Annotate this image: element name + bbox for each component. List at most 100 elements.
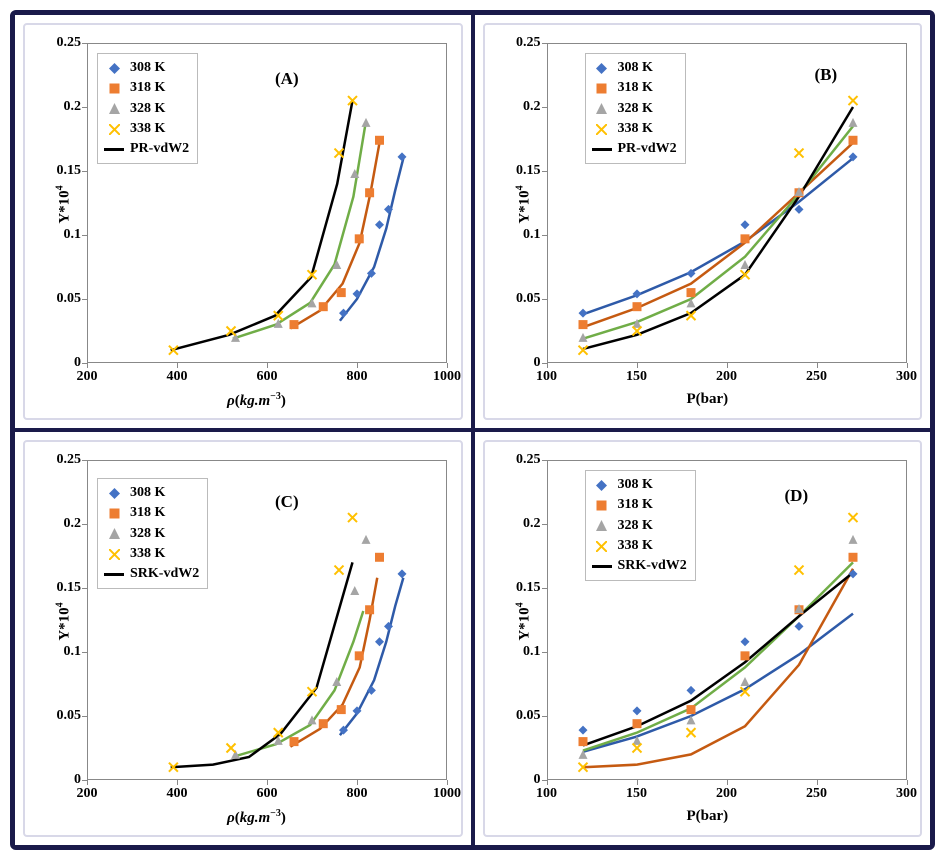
- data-point-318: [290, 320, 299, 329]
- data-point-318: [740, 651, 749, 660]
- panel-letter: (C): [275, 492, 299, 512]
- y-axis-label: Y*104: [514, 602, 533, 640]
- data-point-318: [632, 302, 641, 311]
- y-tick-label: 0.05: [516, 291, 541, 307]
- triangle-icon: [592, 519, 612, 533]
- triangle-icon: [104, 527, 124, 541]
- x-tick-label: 600: [257, 369, 278, 385]
- legend-item: 338 K: [104, 119, 189, 139]
- y-tick-label: 0.2: [64, 99, 82, 115]
- legend-label: 328 K: [130, 524, 165, 544]
- data-point-318: [375, 136, 384, 145]
- legend-item: 328 K: [592, 516, 687, 536]
- data-point-318: [848, 553, 857, 562]
- data-point-328: [362, 535, 371, 544]
- x-icon: [104, 547, 124, 561]
- y-tick-label: 0.1: [523, 227, 541, 243]
- x-tick-label: 200: [716, 786, 737, 802]
- x-axis-label: P(bar): [687, 808, 729, 825]
- x-tick-label: 100: [536, 369, 557, 385]
- x-tick-label: 200: [716, 369, 737, 385]
- data-point-308: [578, 309, 587, 318]
- legend-label: SRK-vdW2: [618, 556, 687, 576]
- diamond-icon: [104, 61, 124, 75]
- legend: 308 K318 K328 K338 KSRK-vdW2: [585, 470, 696, 581]
- legend-item: SRK-vdW2: [592, 556, 687, 576]
- data-point-318: [686, 705, 695, 714]
- legend-label: PR-vdW2: [618, 139, 677, 159]
- y-tick-label: 0.2: [523, 516, 541, 532]
- model-line-338: [583, 573, 853, 746]
- data-point-308: [740, 637, 749, 646]
- model-line-328: [233, 611, 363, 757]
- legend-item: 308 K: [592, 58, 677, 78]
- data-point-318: [578, 320, 587, 329]
- square-icon: [104, 506, 124, 520]
- legend-item: PR-vdW2: [592, 139, 677, 159]
- y-tick-label: 0.05: [57, 708, 82, 724]
- data-point-318: [319, 719, 328, 728]
- data-point-318: [355, 651, 364, 660]
- x-tick-label: 400: [167, 786, 188, 802]
- legend-item: 308 K: [104, 58, 189, 78]
- data-point-318: [578, 737, 587, 746]
- panel-C: 00.050.10.150.20.252004006008001000Y*104…: [13, 430, 473, 847]
- data-point-328: [362, 118, 371, 127]
- y-tick-label: 0.15: [516, 163, 541, 179]
- y-tick-label: 0.15: [57, 580, 82, 596]
- data-point-328: [848, 118, 857, 127]
- legend-label: PR-vdW2: [130, 139, 189, 159]
- square-icon: [592, 81, 612, 95]
- x-axis-label: P(bar): [687, 391, 729, 408]
- legend-label: 328 K: [618, 99, 653, 119]
- data-point-318: [740, 234, 749, 243]
- data-point-338: [794, 149, 803, 158]
- x-icon: [592, 122, 612, 136]
- x-tick-label: 200: [77, 369, 98, 385]
- data-point-338: [686, 728, 695, 737]
- data-point-338: [227, 744, 236, 753]
- x-tick-label: 800: [347, 786, 368, 802]
- data-point-308: [740, 220, 749, 229]
- legend-label: 328 K: [130, 99, 165, 119]
- legend-label: SRK-vdW2: [130, 564, 199, 584]
- legend-label: 308 K: [618, 58, 653, 78]
- diamond-icon: [104, 486, 124, 500]
- data-point-318: [686, 288, 695, 297]
- x-tick-label: 100: [536, 786, 557, 802]
- data-point-318: [632, 719, 641, 728]
- y-axis-label: Y*104: [514, 185, 533, 223]
- data-point-338: [169, 346, 178, 355]
- triangle-icon: [592, 102, 612, 116]
- data-point-328: [350, 586, 359, 595]
- data-point-338: [335, 566, 344, 575]
- x-icon: [592, 539, 612, 553]
- x-icon: [104, 122, 124, 136]
- legend-item: 318 K: [592, 495, 687, 515]
- y-axis-label: Y*104: [55, 185, 74, 223]
- panel-B: 00.050.10.150.20.25100150200250300Y*104P…: [473, 13, 933, 430]
- legend-item: 338 K: [592, 536, 687, 556]
- x-tick-label: 250: [806, 369, 827, 385]
- x-tick-label: 600: [257, 786, 278, 802]
- x-tick-label: 1000: [433, 786, 461, 802]
- legend-item: 318 K: [592, 78, 677, 98]
- data-point-308: [375, 220, 384, 229]
- legend-item: 308 K: [592, 475, 687, 495]
- legend-item: 318 K: [104, 503, 199, 523]
- data-point-338: [578, 346, 587, 355]
- legend-item: SRK-vdW2: [104, 564, 199, 584]
- data-point-338: [740, 270, 749, 279]
- legend-label: 338 K: [618, 119, 653, 139]
- legend: 308 K318 K328 K338 KPR-vdW2: [97, 53, 198, 164]
- y-tick-label: 0.1: [64, 644, 82, 660]
- x-tick-label: 400: [167, 369, 188, 385]
- x-axis-label: ρ(kg.m−3): [227, 808, 286, 827]
- line-icon: [104, 142, 124, 156]
- legend-item: 308 K: [104, 483, 199, 503]
- line-icon: [104, 567, 124, 581]
- x-axis-label: ρ(kg.m−3): [227, 391, 286, 410]
- data-point-338: [848, 96, 857, 105]
- data-point-338: [794, 566, 803, 575]
- y-tick-label: 0.15: [516, 580, 541, 596]
